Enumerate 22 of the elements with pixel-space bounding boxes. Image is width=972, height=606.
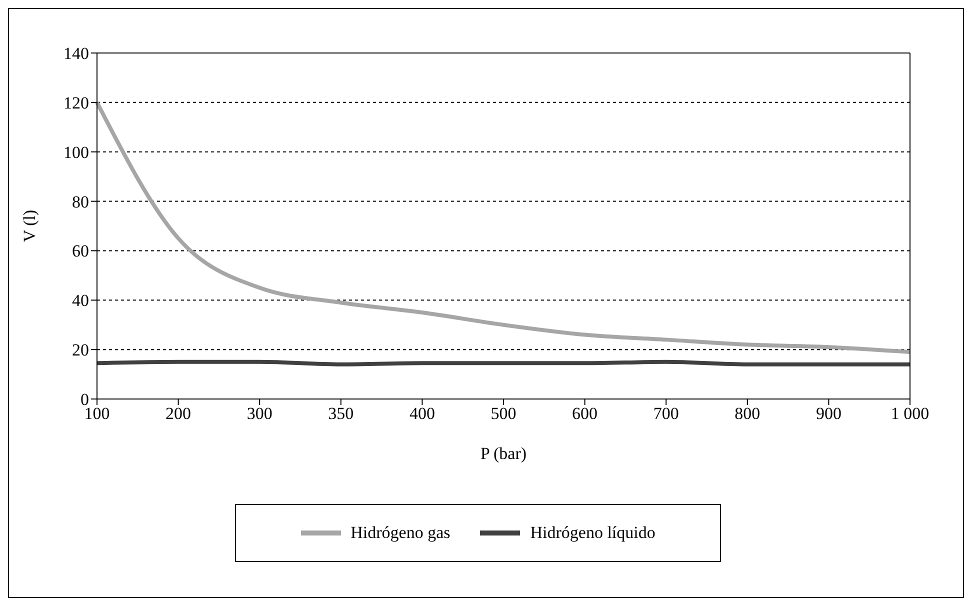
y-tick-label: 40 <box>72 291 89 310</box>
legend-label: Hidrógeno gas <box>350 523 450 543</box>
x-tick-label: 900 <box>816 404 842 424</box>
y-tick-label: 140 <box>64 44 89 64</box>
legend-label: Hidrógeno líquido <box>530 523 656 543</box>
x-tick-label: 1 000 <box>890 404 930 424</box>
y-tick-label: 80 <box>72 192 89 212</box>
x-tick-label: 700 <box>653 404 679 424</box>
x-tick-label: 800 <box>734 404 760 424</box>
x-tick-label: 400 <box>409 404 435 424</box>
x-tick-label: 350 <box>328 404 354 424</box>
x-axis-title: P (bar) <box>480 444 527 463</box>
x-tick-label: 600 <box>572 404 598 424</box>
y-axis-title: V (l) <box>20 210 40 242</box>
y-tick-label: 20 <box>72 340 89 360</box>
y-tick-label: 120 <box>64 93 89 112</box>
x-tick-label: 200 <box>166 404 192 424</box>
line-series <box>95 100 912 354</box>
y-tick-label: 100 <box>64 142 89 162</box>
x-tick-label: 300 <box>246 404 272 424</box>
y-tick-label: 60 <box>72 242 89 261</box>
x-tick-label: 500 <box>490 404 516 424</box>
